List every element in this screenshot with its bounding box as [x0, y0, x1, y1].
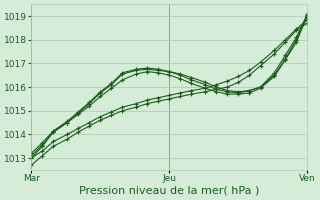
X-axis label: Pression niveau de la mer( hPa ): Pression niveau de la mer( hPa ): [79, 186, 260, 196]
